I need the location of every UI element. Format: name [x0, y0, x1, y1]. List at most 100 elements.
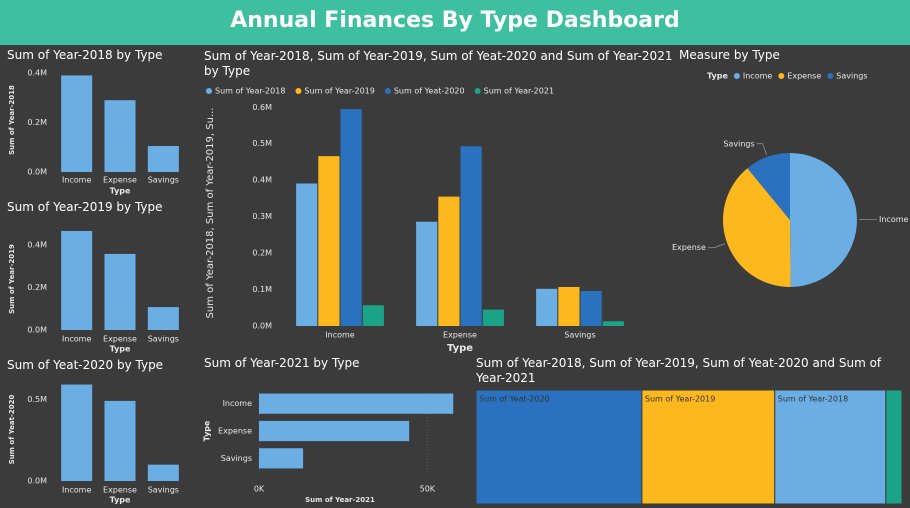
y-tick-label: 0.0M [27, 477, 47, 486]
bar [104, 100, 136, 172]
pie-slice [723, 168, 791, 287]
y-tick-label: 0.0M [252, 322, 272, 331]
x-tick-label: Income [62, 335, 92, 344]
y-tick-label: 0.3M [252, 212, 272, 221]
x-axis-label: Type [447, 343, 473, 354]
chart-title: Sum of Year-2018, Sum of Year-2019, Sum … [204, 49, 673, 78]
tile-label: Sum of Year-2019 [645, 395, 715, 404]
legend-label: Sum of Yeat-2020 [394, 87, 465, 96]
chart-title: Sum of Year-2021 by Type [204, 356, 360, 370]
legend-marker [827, 73, 834, 79]
y-tick-label: 0.2M [27, 118, 47, 127]
chart-title: Sum of Yeat-2020 by Type [7, 358, 164, 372]
bar [147, 146, 179, 172]
dashboard-title: Annual Finances By Type Dashboard [0, 0, 910, 45]
bar [602, 321, 624, 326]
x-tick-label: Savings [564, 331, 595, 340]
tile-label: Sum of Year-2018 [778, 395, 848, 404]
y-tick-label: 0.5M [27, 395, 47, 404]
legend-label: Savings [836, 72, 867, 81]
pie-slice [747, 153, 790, 220]
x-axis-label: Type [110, 187, 131, 196]
treemap-tile [774, 389, 887, 505]
y-tick-label: Income [223, 399, 253, 408]
bar [318, 156, 340, 326]
chart-title: Sum of Year-2018 by Type [7, 48, 163, 62]
x-tick-label: Savings [148, 176, 179, 185]
x-tick-label: Expense [103, 486, 137, 495]
slice-label: Expense [672, 243, 706, 252]
bar [104, 253, 136, 330]
x-tick-label: Income [62, 176, 92, 185]
chart-title: Sum of Year-2019 by Type [7, 200, 163, 214]
x-tick-label: Expense [103, 335, 137, 344]
legend-label: Sum of Year-2021 [484, 87, 554, 96]
legend-marker [778, 73, 785, 79]
treemap-tile [475, 389, 643, 505]
slice-label: Income [879, 215, 909, 224]
bar [558, 286, 580, 326]
x-tick-label: Income [62, 486, 92, 495]
y-tick-label: 0.2M [252, 249, 272, 258]
bar [147, 307, 179, 330]
y-tick-label: Expense [218, 427, 252, 436]
y-axis-label: Sum of Year-2019 [8, 244, 16, 314]
bar [416, 221, 438, 326]
bar [460, 146, 482, 326]
slice-label: Savings [723, 139, 754, 148]
chart-title: Measure by Type [679, 48, 780, 62]
legend-marker [206, 88, 212, 94]
y-tick-label: Savings [221, 454, 252, 463]
bar [536, 288, 558, 326]
legend-title: Type [707, 72, 728, 81]
bar [104, 400, 136, 481]
leader-line [756, 143, 768, 156]
bar [259, 393, 454, 414]
y-tick-label: 0.4M [27, 68, 47, 77]
y-tick-label: 0.6M [252, 103, 272, 112]
x-tick-label: 0K [254, 485, 265, 494]
chart-title: Sum of Year-2018, Sum of Year-2019, Sum … [476, 356, 882, 385]
legend-marker [295, 88, 302, 94]
bar [61, 230, 93, 330]
legend-label: Expense [787, 72, 821, 81]
legend-marker [733, 73, 740, 79]
y-axis-label: Sum of Year-2018 [8, 85, 16, 155]
treemap-tile [885, 389, 903, 505]
bar [147, 464, 179, 481]
bar [580, 291, 602, 326]
bar [61, 384, 93, 481]
leader-line [707, 243, 726, 249]
y-tick-label: 0.0M [27, 326, 47, 335]
bar [362, 305, 384, 326]
y-tick-label: 0.0M [27, 168, 47, 177]
bar [438, 196, 460, 326]
legend-marker [474, 88, 481, 94]
legend-label: Sum of Year-2018 [215, 87, 285, 96]
bar [296, 183, 318, 326]
y-tick-label: 0.2M [27, 283, 47, 292]
x-tick-label: Savings [148, 486, 179, 495]
bar [340, 109, 362, 326]
x-axis-label: Sum of Year-2021 [305, 496, 375, 504]
y-tick-label: 0.1M [252, 285, 272, 294]
y-axis-label: Type [203, 420, 212, 441]
x-tick-label: 50K [420, 485, 436, 494]
bar [259, 420, 410, 442]
bar [61, 75, 93, 172]
y-axis-label: Sum of Year-2018, Sum of Year-2019, Su..… [205, 108, 216, 319]
y-tick-label: 0.4M [252, 176, 272, 185]
pie-slice [790, 153, 857, 287]
bar [482, 309, 504, 326]
x-tick-label: Income [325, 331, 355, 340]
x-axis-label: Type [110, 345, 131, 354]
x-tick-label: Expense [443, 331, 477, 340]
legend-label: Sum of Year-2019 [304, 87, 374, 96]
legend-label: Income [743, 72, 773, 81]
tile-label: Sum of Yeat-2020 [479, 395, 550, 404]
treemap-tile [641, 389, 776, 505]
x-tick-label: Expense [103, 176, 137, 185]
x-tick-label: Savings [148, 335, 179, 344]
x-axis-label: Type [110, 496, 131, 505]
